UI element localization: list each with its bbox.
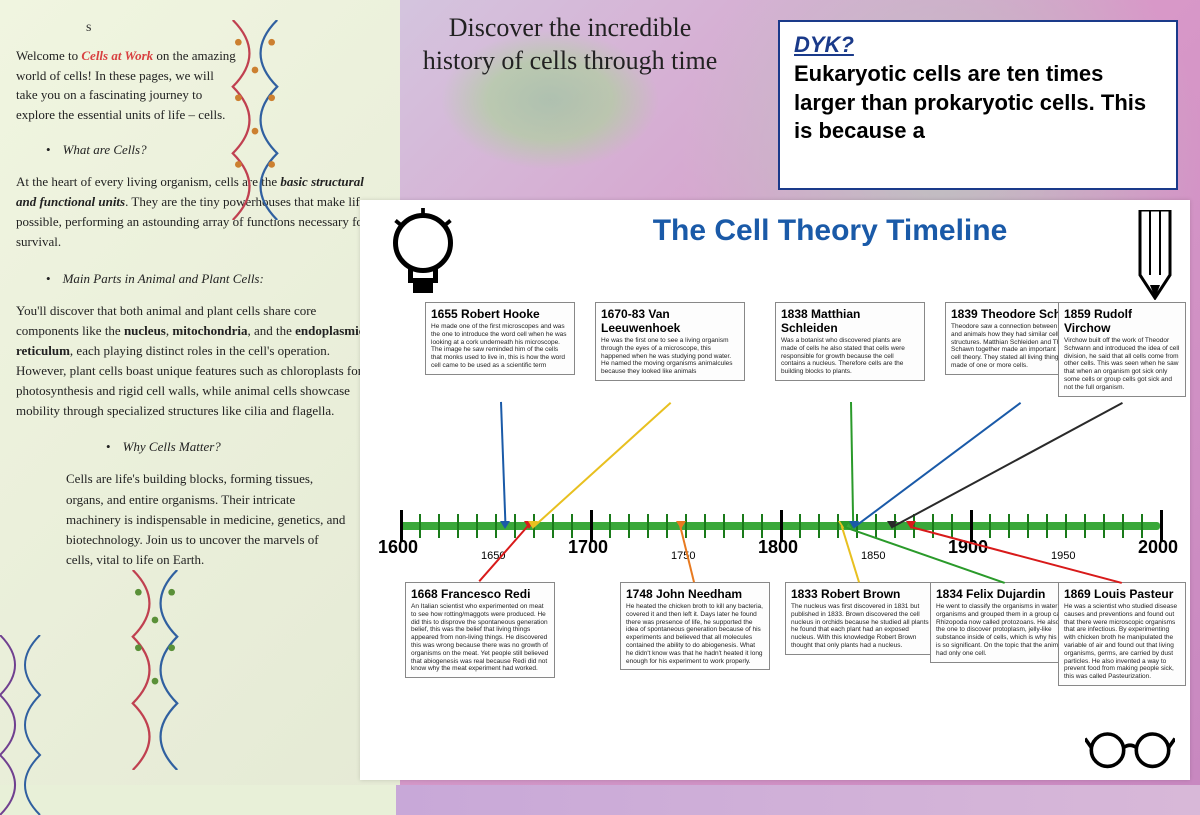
timeline-title: The Cell Theory Timeline <box>480 214 1180 248</box>
heading-main-parts: Main Parts in Animal and Plant Cells: <box>46 271 384 287</box>
axis-tick <box>457 514 459 538</box>
axis-label-minor: 1850 <box>861 550 885 562</box>
intro-paragraph: Welcome to Cells at Work on the amazing … <box>16 46 236 124</box>
timeline-container: 1600170018001900200016501750185019501655… <box>370 252 1180 752</box>
axis-tick <box>647 514 649 538</box>
event-body: Was a botanist who discovered plants are… <box>781 337 919 376</box>
axis-tick <box>932 514 934 538</box>
event-title: 1838 Matthian Schleiden <box>781 307 919 335</box>
axis-tick <box>514 514 516 538</box>
axis-label-major: 1700 <box>568 537 608 558</box>
timeline-event-card: 1838 Matthian SchleidenWas a botanist wh… <box>775 302 925 381</box>
arrowhead <box>849 521 859 529</box>
axis-tick <box>419 514 421 538</box>
event-title: 1670-83 Van Leeuwenhoek <box>601 307 739 335</box>
axis-tick <box>666 514 668 538</box>
brand-name: Cells at Work <box>81 48 153 63</box>
event-title: 1668 Francesco Redi <box>411 587 549 601</box>
event-body: He went to classify the organisms in wat… <box>936 603 1074 658</box>
event-title: 1748 John Needham <box>626 587 764 601</box>
event-title: 1833 Robert Brown <box>791 587 929 601</box>
event-body: The nucleus was first discovered in 1831… <box>791 603 929 650</box>
axis-tick <box>1103 514 1105 538</box>
timeline-event-card: 1748 John Needham He heated the chicken b… <box>620 582 770 670</box>
event-title: 1859 Rudolf Virchow <box>1064 307 1180 335</box>
axis-tick <box>571 514 573 538</box>
dna-helix-icon <box>110 570 200 770</box>
axis-label-minor: 1950 <box>1051 550 1075 562</box>
axis-label-major: 1800 <box>758 537 798 558</box>
axis-label-major: 1600 <box>378 537 418 558</box>
axis-tick <box>609 514 611 538</box>
timeline-event-card: 1833 Robert Brown The nucleus was first d… <box>785 582 935 655</box>
timeline-axis <box>400 522 1160 530</box>
event-title: 1834 Felix Dujardin <box>936 587 1074 601</box>
axis-tick <box>1141 514 1143 538</box>
arrowhead <box>676 521 686 529</box>
dna-helix-icon <box>0 635 60 815</box>
axis-tick <box>1122 514 1124 538</box>
timeline-arrow <box>500 402 506 526</box>
timeline-event-card: 1869 Louis Pasteur He was a scientist who… <box>1058 582 1186 686</box>
axis-tick <box>552 514 554 538</box>
event-title: 1655 Robert Hooke <box>431 307 569 321</box>
event-body: An Italian scientist who experimented on… <box>411 603 549 673</box>
cell-theory-timeline: The Cell Theory Timeline 160017001800190… <box>360 200 1190 780</box>
axis-tick <box>989 514 991 538</box>
event-body: He made one of the first microscopes and… <box>431 323 569 370</box>
heading-what-are-cells: What are Cells? <box>46 142 384 158</box>
axis-tick <box>1084 514 1086 538</box>
axis-tick <box>761 514 763 538</box>
stray-letter: s <box>86 20 384 36</box>
heading-why-cells-matter: Why Cells Matter? <box>106 439 384 455</box>
axis-tick <box>951 514 953 538</box>
axis-tick <box>875 514 877 538</box>
discover-title: Discover the incredible history of cells… <box>420 12 720 77</box>
axis-label-major: 2000 <box>1138 537 1178 558</box>
event-title: 1869 Louis Pasteur <box>1064 587 1180 601</box>
left-sidebar: s Welcome to Cells at Work on the amazin… <box>0 0 400 785</box>
what-are-cells-body: At the heart of every living organism, c… <box>16 172 386 253</box>
event-body: He was the first one to see a living org… <box>601 337 739 376</box>
dyk-heading: DYK? <box>794 32 1162 58</box>
why-cells-matter-body: Cells are life's building blocks, formin… <box>66 469 346 570</box>
axis-tick <box>1027 514 1029 538</box>
timeline-arrow <box>911 526 1122 584</box>
axis-tick <box>438 514 440 538</box>
axis-tick <box>723 514 725 538</box>
timeline-arrow <box>892 402 1123 528</box>
timeline-event-card: 1655 Robert Hooke He made one of the firs… <box>425 302 575 375</box>
did-you-know-box: DYK? Eukaryotic cells are ten times larg… <box>778 20 1178 190</box>
dyk-fact: Eukaryotic cells are ten times larger th… <box>794 60 1162 146</box>
axis-tick <box>1008 514 1010 538</box>
arrowhead <box>528 521 538 529</box>
event-body: He was a scientist who studied disease c… <box>1064 603 1180 681</box>
event-body: Virchow built off the work of Theodor Sc… <box>1064 337 1180 392</box>
axis-tick <box>476 514 478 538</box>
axis-tick <box>495 514 497 538</box>
axis-tick <box>818 514 820 538</box>
timeline-arrow <box>854 402 1021 528</box>
arrowhead <box>500 521 510 529</box>
timeline-event-card: 1668 Francesco Redi An Italian scientist … <box>405 582 555 678</box>
main-parts-body: You'll discover that both animal and pla… <box>16 301 376 422</box>
timeline-event-card: 1670-83 Van LeeuwenhoekHe was the first … <box>595 302 745 381</box>
timeline-arrow <box>533 402 671 527</box>
timeline-event-card: 1859 Rudolf VirchowVirchow built off the… <box>1058 302 1186 397</box>
axis-label-minor: 1750 <box>671 550 695 562</box>
arrowhead <box>906 521 916 529</box>
arrowhead <box>887 521 897 529</box>
axis-tick <box>628 514 630 538</box>
axis-tick <box>1065 514 1067 538</box>
axis-tick <box>799 514 801 538</box>
event-body: He heated the chicken broth to kill any … <box>626 603 764 665</box>
axis-tick <box>742 514 744 538</box>
axis-tick <box>1046 514 1048 538</box>
axis-tick <box>704 514 706 538</box>
timeline-arrow <box>850 402 854 526</box>
